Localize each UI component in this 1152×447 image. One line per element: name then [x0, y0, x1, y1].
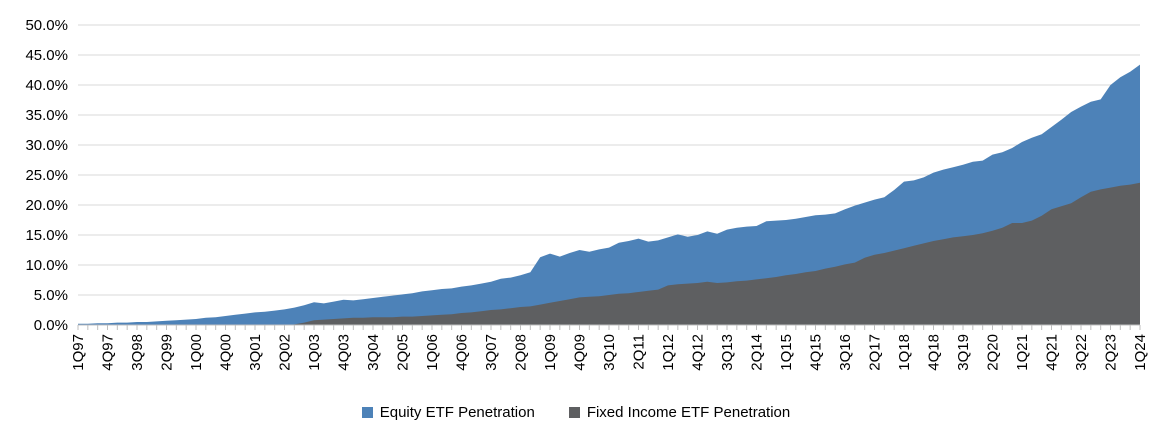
x-tick-label: 4Q21: [1044, 334, 1061, 371]
x-tick-label: 4Q97: [100, 334, 117, 371]
y-tick-label: 50.0%: [25, 17, 68, 34]
x-axis-ticks: [77, 324, 1141, 330]
x-tick-label: 1Q00: [188, 334, 205, 371]
legend-item-fixed-income: Fixed Income ETF Penetration: [568, 404, 791, 421]
x-tick-label: 3Q07: [483, 334, 500, 371]
x-tick-label: 3Q10: [601, 334, 618, 371]
x-tick-label: 1Q09: [542, 334, 559, 371]
y-tick-label: 0.0%: [34, 317, 68, 334]
x-tick-label: 3Q01: [247, 334, 264, 371]
y-tick-label: 15.0%: [25, 227, 68, 244]
x-tick-label: 4Q09: [572, 334, 589, 371]
x-tick-label: 4Q00: [218, 334, 235, 371]
x-tick-label: 2Q20: [985, 334, 1002, 371]
x-tick-label: 1Q15: [778, 334, 795, 371]
x-tick-label: 3Q98: [129, 334, 146, 371]
x-tick-label: 1Q18: [896, 334, 913, 371]
legend-swatch-equity-icon: [361, 407, 373, 418]
x-tick-label: 4Q18: [926, 334, 943, 371]
y-tick-label: 30.0%: [25, 137, 68, 154]
x-tick-label: 1Q97: [70, 334, 87, 371]
y-tick-label: 40.0%: [25, 77, 68, 94]
y-axis-labels: 0.0% 5.0% 10.0% 15.0% 20.0% 25.0% 30.0% 35.0% 40…: [25, 17, 68, 334]
fixed-income-area: [78, 182, 1140, 325]
x-tick-label: 3Q19: [955, 334, 972, 371]
chart-legend: Equity ETF Penetration Fixed Income ETF …: [0, 404, 1152, 421]
x-tick-label: 2Q99: [159, 334, 176, 371]
x-tick-label: 3Q13: [719, 334, 736, 371]
x-tick-label: 2Q14: [749, 334, 766, 371]
x-tick-label: 4Q03: [336, 334, 353, 371]
x-tick-label: 3Q04: [365, 334, 382, 371]
x-tick-label: 4Q06: [454, 334, 471, 371]
x-tick-label: 3Q22: [1073, 334, 1090, 371]
y-tick-label: 20.0%: [25, 197, 68, 214]
x-tick-label: 2Q08: [513, 334, 530, 371]
legend-item-equity: Equity ETF Penetration: [361, 404, 535, 421]
x-tick-label: 1Q24: [1132, 334, 1149, 371]
x-tick-label: 4Q15: [808, 334, 825, 371]
area-series: [78, 64, 1140, 325]
x-tick-label: 2Q05: [395, 334, 412, 371]
x-tick-label: 1Q03: [306, 334, 323, 371]
y-tick-label: 25.0%: [25, 167, 68, 184]
x-tick-label: 2Q02: [277, 334, 294, 371]
x-tick-label: 4Q12: [690, 334, 707, 371]
x-tick-label: 2Q23: [1103, 334, 1120, 371]
x-tick-label: 2Q17: [867, 334, 884, 371]
y-tick-label: 45.0%: [25, 47, 68, 64]
x-tick-label: 3Q16: [837, 334, 854, 371]
legend-label-equity: Equity ETF Penetration: [379, 404, 535, 421]
x-tick-label: 1Q06: [424, 334, 441, 371]
x-tick-label: 1Q12: [660, 334, 677, 371]
y-tick-label: 5.0%: [34, 287, 68, 304]
legend-swatch-fixed-income-icon: [568, 407, 580, 418]
y-tick-label: 35.0%: [25, 107, 68, 124]
gridlines: [78, 24, 1140, 296]
x-tick-label: 2Q11: [631, 334, 648, 370]
legend-label-fixed-income: Fixed Income ETF Penetration: [586, 404, 791, 421]
x-axis-labels: 1Q97 4Q97 3Q98 2Q99 1Q00 4Q00 3Q01 2Q02 1Q03 4Q03…: [70, 334, 1149, 371]
x-tick-label: 1Q21: [1014, 334, 1031, 371]
y-tick-label: 10.0%: [25, 257, 68, 274]
